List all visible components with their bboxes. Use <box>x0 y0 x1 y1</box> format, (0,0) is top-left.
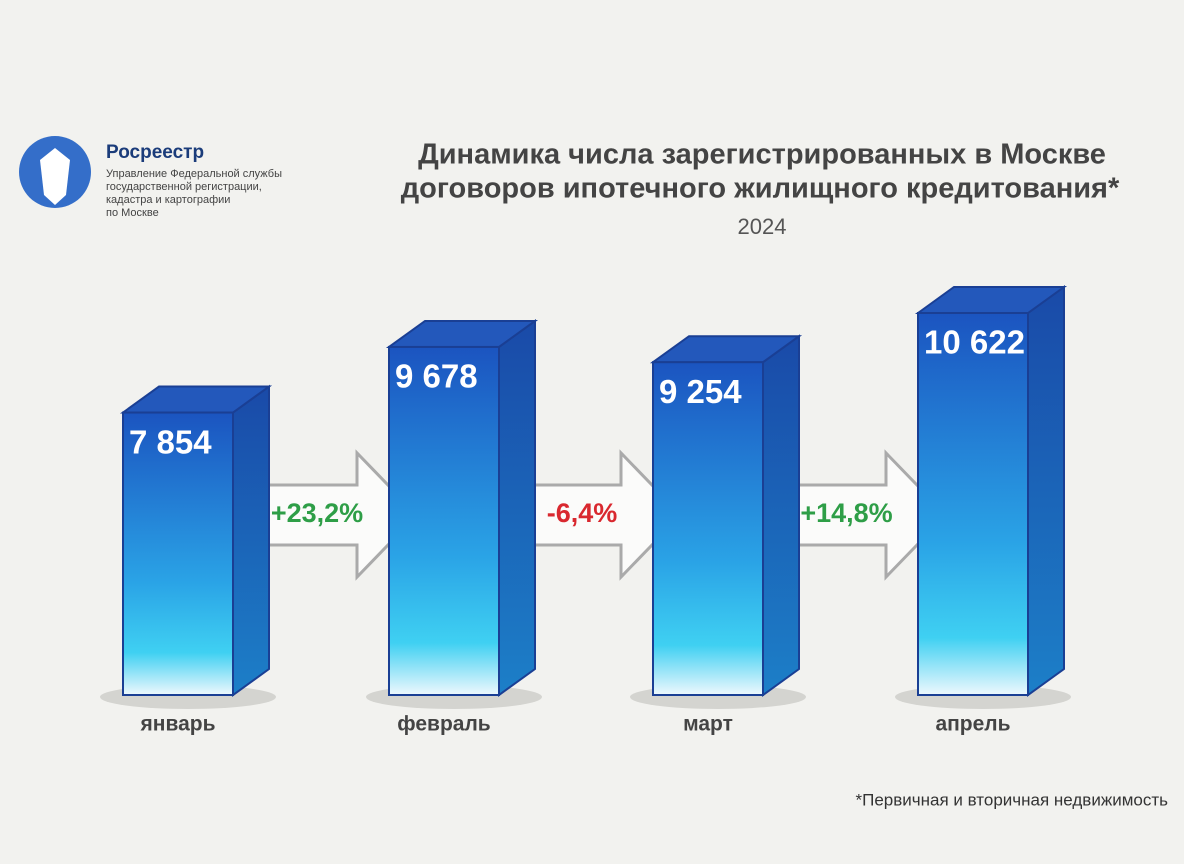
bar <box>652 361 764 696</box>
footnote: *Первичная и вторичная недвижимость <box>856 790 1169 809</box>
value-label: 9 678 <box>395 358 478 395</box>
arrow <box>529 449 684 581</box>
logo: Росреестр Управление Федеральной службы … <box>19 136 282 219</box>
x-tick-label: февраль <box>397 713 491 736</box>
logo-line: Управление Федеральной службы <box>106 168 282 180</box>
bar <box>122 411 234 696</box>
logo-line: по Москве <box>106 207 159 219</box>
logo-shield <box>40 148 70 205</box>
bar-side <box>232 384 270 697</box>
value-label: 9 254 <box>659 373 742 410</box>
bar-side <box>498 318 536 697</box>
change-label: -6,4% <box>547 498 618 528</box>
arrow <box>793 449 949 581</box>
change-label: +14,8% <box>800 498 892 528</box>
logo-line: государственной регистрации, <box>106 181 262 193</box>
value-label: 10 622 <box>924 324 1025 361</box>
chart-title: Динамика числа зарегистрированных в Моск… <box>418 139 1106 171</box>
x-tick-label: апрель <box>935 713 1010 736</box>
chart-subtitle: 2024 <box>738 214 787 239</box>
arrow <box>263 449 420 581</box>
x-tick-label: март <box>683 713 733 736</box>
value-label: 7 854 <box>129 423 212 460</box>
bar-side <box>762 334 800 697</box>
logo-name: Росреестр <box>106 142 204 163</box>
logo-line: кадастра и картографии <box>106 194 230 206</box>
bar <box>388 345 500 696</box>
x-tick-label: январь <box>140 713 216 736</box>
change-label: +23,2% <box>271 498 363 528</box>
bar <box>917 312 1029 696</box>
bar-side <box>1027 285 1065 697</box>
chart-title: договоров ипотечного жилищного кредитова… <box>401 173 1120 205</box>
